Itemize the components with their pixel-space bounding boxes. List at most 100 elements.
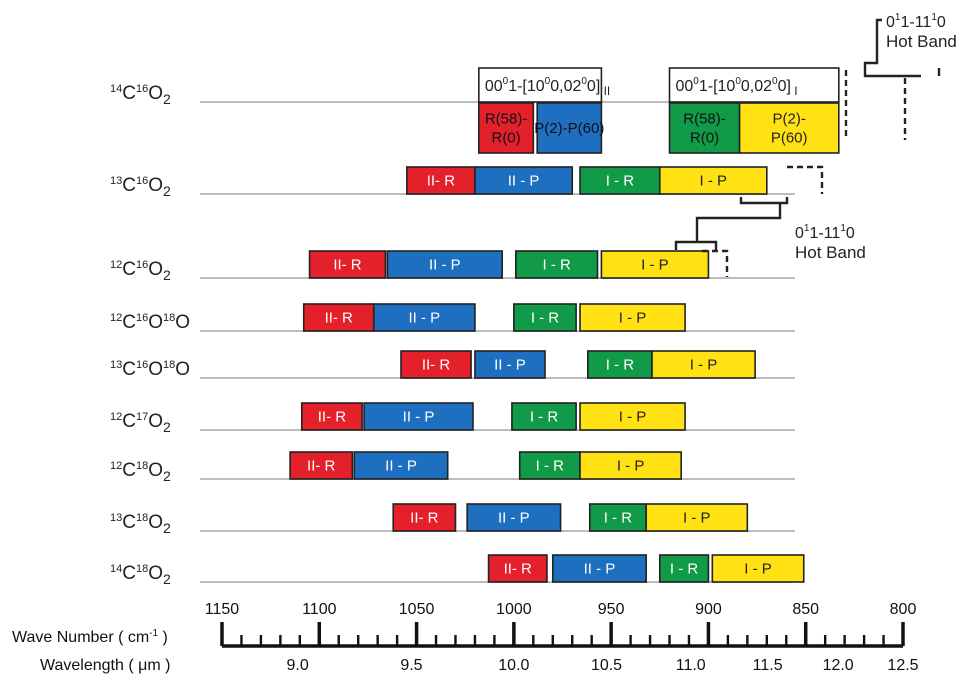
band-label: I - R	[542, 257, 570, 274]
band-i-r: I - R	[515, 250, 599, 279]
isotopologue-row-12C16O2: 12C16O2 II- R II - P I - R I - P	[110, 250, 795, 283]
wavelength-tick-label: 10.5	[591, 657, 622, 674]
band-ii-p: II - P	[474, 166, 574, 195]
band-i-p: I - P	[711, 554, 805, 583]
wavenumber-axis: 1150 1100 1050 1000 950 900 850 800	[205, 601, 917, 648]
hot-band-label: Hot Band	[795, 243, 866, 262]
band-ii-r: II- R	[300, 402, 363, 431]
band-rect	[658, 554, 710, 583]
band-ii-p: II - P	[363, 402, 474, 431]
band-rect	[551, 554, 647, 583]
element-symbol: C	[122, 83, 136, 104]
band-i-r: I - R	[511, 402, 577, 431]
element-symbol: C	[122, 512, 136, 533]
band-ii-r: II- R	[392, 503, 457, 532]
band-ii-r: II- R	[400, 350, 472, 379]
band-rect	[392, 503, 457, 532]
transition-box	[668, 67, 840, 103]
band-label: II- R	[325, 310, 353, 327]
band-i-r: I - R	[586, 350, 653, 379]
transition-box-II: 0001-[1000,0200] II	[478, 67, 610, 103]
mass-number: 16	[136, 359, 148, 371]
band-rect	[579, 451, 682, 480]
band-rect	[400, 350, 472, 379]
band-label: I - R	[530, 409, 558, 426]
band-rect	[536, 102, 603, 154]
band-label: I - P	[744, 561, 772, 578]
band-i-p: I - P	[651, 350, 756, 379]
subscript: 2	[163, 571, 171, 587]
wavelength-axis-title: Wavelength ( μm )	[40, 657, 170, 674]
band-rect	[588, 503, 647, 532]
band-label: P(2)-P(60)	[534, 120, 604, 137]
element-symbol: C	[122, 175, 136, 196]
subscript: 2	[163, 91, 171, 107]
band-i-p: I - P	[579, 303, 686, 332]
isotopologue-row-13C16O2: 13C16O2 II- R II - P I - R I - P	[110, 166, 795, 199]
band-rect	[302, 303, 375, 332]
band-label: P(60)	[771, 130, 808, 147]
band-label: R(0)	[491, 130, 520, 147]
band-rect	[308, 250, 387, 279]
band-rect	[600, 250, 710, 279]
wavelength-tick-label: 11.5	[753, 657, 783, 674]
wavenumber-tick-label: 800	[890, 601, 917, 618]
band-label: I - P	[683, 510, 711, 527]
subscript: 2	[163, 520, 171, 536]
isotopologue-row-12C18O2: 12C18O2 II- R II - P I - R I - P	[110, 451, 795, 484]
mass-number: 14	[110, 563, 122, 575]
band-rect	[353, 451, 449, 480]
band-label: I - P	[619, 409, 647, 426]
band-ii-r: II- R	[406, 166, 476, 195]
isotopologue-label: 12C16O18O	[110, 312, 190, 333]
band-ii-r: II- R	[289, 451, 354, 480]
band-rect	[711, 554, 805, 583]
mass-number: 16	[136, 83, 148, 95]
band-i-r: I - R	[513, 303, 577, 332]
hot-band-transition: 011-1110	[886, 12, 946, 31]
band-ii-r: II- R	[308, 250, 387, 279]
subscript: 2	[163, 183, 171, 199]
band-ii-p: II - P	[386, 250, 503, 279]
band-label: II- R	[307, 458, 335, 475]
wavenumber-axis-title: Wave Number ( cm-1 )	[12, 628, 168, 646]
wavelength-tick-label: 11.0	[676, 657, 706, 674]
band-rect	[474, 166, 574, 195]
band-label: I - R	[606, 173, 634, 190]
mass-number: 12	[110, 411, 122, 423]
band-label: R(58)-	[683, 111, 726, 128]
band-i-r: R(58)- R(0)	[668, 102, 741, 154]
wavenumber-tick-label: 850	[792, 601, 819, 618]
band-label: II- R	[422, 357, 450, 374]
wavelength-tick-label: 9.5	[400, 657, 422, 674]
band-rect	[511, 402, 577, 431]
subscript: 2	[163, 267, 171, 283]
wavenumber-tick-label: 1050	[399, 601, 435, 618]
isotopologue-row-13C18O2: 13C18O2 II- R II - P I - R I - P	[110, 503, 795, 536]
band-label: II- R	[318, 409, 346, 426]
band-rect	[363, 402, 474, 431]
band-rect	[487, 554, 548, 583]
element-symbol: O	[175, 312, 190, 333]
band-i-r: I - R	[588, 503, 647, 532]
isotopologue-label: 12C17O2	[110, 411, 171, 435]
band-label: II- R	[333, 257, 361, 274]
band-i-p: P(2)- P(60)	[738, 102, 840, 154]
wavelength-tick-label: 12.5	[887, 657, 918, 674]
transition-label: 0001-[1000,0200] I	[676, 76, 798, 98]
element-symbol: O	[148, 312, 163, 333]
band-label: II - P	[494, 357, 526, 374]
element-symbol: O	[175, 359, 190, 380]
element-symbol: O	[148, 411, 163, 432]
isotopologue-label: 13C16O18O	[110, 359, 190, 380]
band-i-r: I - R	[579, 166, 661, 195]
mass-number: 13	[110, 175, 122, 187]
band-i-p: I - P	[600, 250, 710, 279]
band-label: I - R	[670, 561, 698, 578]
wavelength-tick-label: 12.0	[823, 657, 854, 674]
band-label: II- R	[410, 510, 438, 527]
band-label: II - P	[403, 409, 435, 426]
band-rect	[738, 102, 840, 154]
element-symbol: O	[148, 175, 163, 196]
band-rect	[478, 102, 535, 154]
